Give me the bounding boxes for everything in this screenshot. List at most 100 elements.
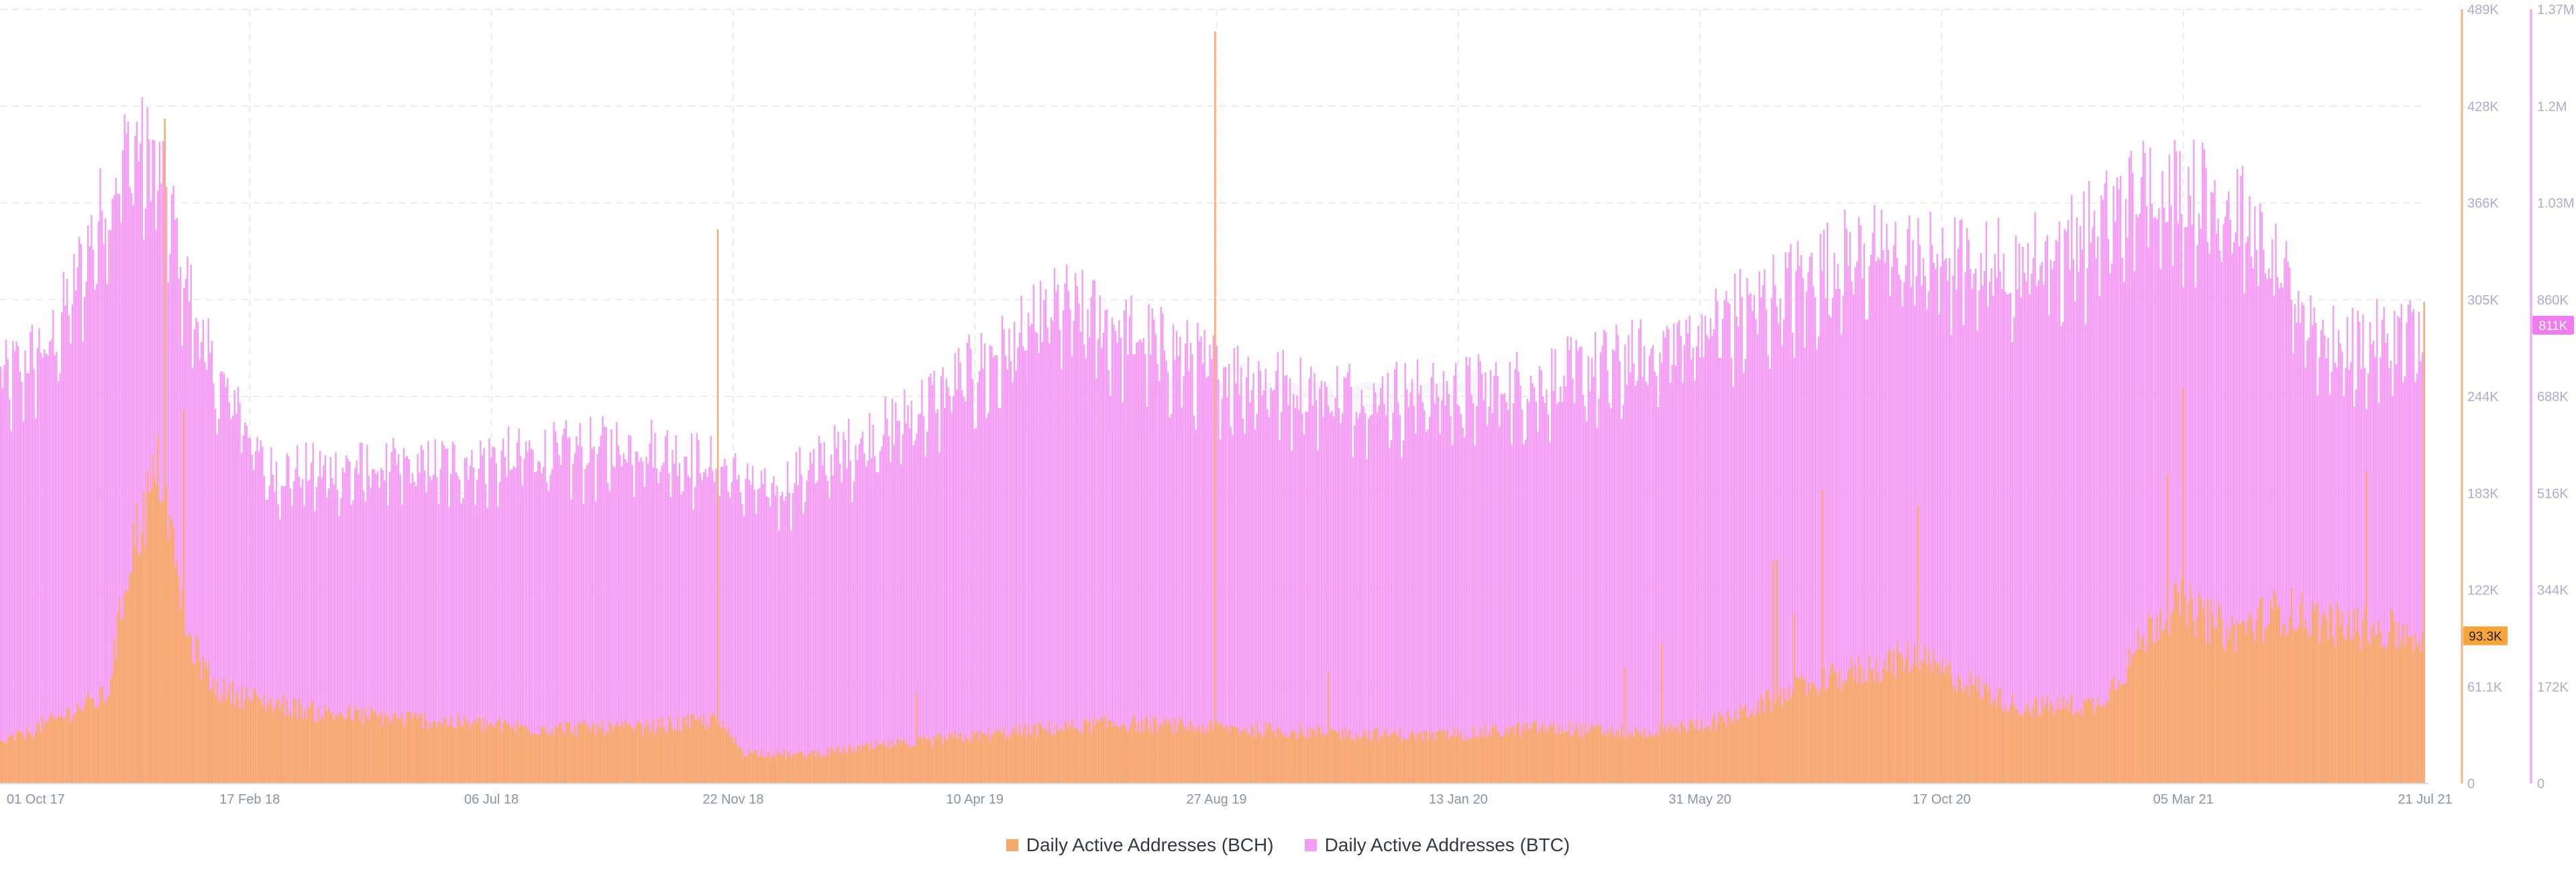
bch-bar	[228, 683, 231, 783]
btc-bar	[759, 488, 761, 783]
bch-bar	[1038, 722, 1040, 783]
bch-bar	[1075, 727, 1077, 783]
btc-bar	[1739, 269, 1741, 783]
btc-bar	[701, 480, 703, 783]
btc-bar	[36, 347, 39, 783]
bch-bar	[2390, 609, 2392, 783]
bch-bar	[371, 710, 374, 783]
bch-bar	[663, 726, 665, 783]
btc-bar	[2053, 261, 2055, 784]
btc-bar	[19, 371, 21, 783]
bch-bar	[764, 756, 766, 783]
btc-bar	[17, 345, 19, 783]
btc-bar	[1537, 431, 1539, 783]
bch-bar	[1233, 726, 1236, 783]
btc-bar	[971, 379, 973, 783]
btc-bar	[2112, 186, 2114, 783]
btc-bar	[213, 383, 215, 783]
btc-bar	[188, 302, 191, 783]
btc-bar	[2229, 219, 2232, 783]
bch-bar	[861, 743, 864, 783]
bch-bar	[1625, 739, 1628, 783]
bch-bar	[1891, 673, 1893, 783]
btc-bar	[699, 473, 702, 783]
btc-bar	[1299, 358, 1301, 783]
bch-bar	[1927, 649, 1930, 783]
btc-bar	[1416, 359, 1419, 783]
btc-bar	[317, 477, 319, 783]
btc-bar	[359, 443, 362, 783]
bch-bar	[718, 725, 720, 783]
bch-bar	[1975, 677, 1977, 783]
btc-bar	[1727, 302, 1729, 783]
btc-bar	[1612, 349, 1614, 783]
btc-bar	[2188, 166, 2190, 784]
btc-bar	[596, 453, 598, 783]
btc-bar	[486, 508, 488, 783]
btc-bar	[1970, 269, 1972, 783]
btc-bar	[1134, 353, 1136, 783]
bch-bar	[472, 720, 475, 783]
bch-bar	[2345, 640, 2347, 783]
bch-bar	[804, 755, 806, 783]
btc-bar	[64, 305, 66, 784]
bch-bar	[654, 734, 656, 783]
bch-bar	[1509, 728, 1511, 783]
bch-bar	[1179, 718, 1181, 783]
bch-bar	[1125, 729, 1127, 783]
btc-bar	[987, 413, 989, 783]
btc-bar	[1666, 326, 1668, 783]
btc-bar	[401, 504, 403, 783]
bch-bar	[2292, 629, 2294, 783]
bch-bar	[2365, 471, 2367, 783]
bch-bar	[502, 722, 504, 783]
btc-bar	[1737, 326, 1739, 783]
btc-bar	[529, 440, 531, 783]
bch-bar	[2233, 624, 2235, 783]
btc-bar	[2228, 191, 2230, 783]
btc-bar	[675, 435, 677, 783]
btc-bar	[166, 186, 168, 783]
btc-bar	[515, 468, 517, 783]
btc-bar	[1010, 361, 1012, 783]
btc-bar	[371, 469, 374, 783]
bch-bar	[2381, 647, 2383, 783]
bch-bar	[1686, 729, 1689, 783]
bch-bar	[1580, 724, 1582, 783]
bch-bar	[1064, 721, 1066, 783]
bch-bar	[1358, 739, 1361, 783]
bch-bar	[2273, 590, 2275, 783]
bch-bar	[1020, 735, 1022, 783]
btc-bar	[303, 506, 305, 783]
bch-bar	[1617, 730, 1619, 783]
btc-bar	[1218, 379, 1220, 783]
btc-bar	[1153, 319, 1155, 783]
bch-bar	[2310, 634, 2312, 783]
bch-bar	[1357, 735, 1359, 783]
bch-bar	[1695, 718, 1698, 783]
bch-bar	[515, 731, 517, 783]
btc-bar	[1805, 291, 1808, 783]
bch-bar	[230, 703, 232, 783]
bch-bar	[520, 724, 522, 783]
btc-bar	[1317, 450, 1319, 783]
btc-bar	[684, 456, 686, 783]
legend-item-bch[interactable]: Daily Active Addresses (BCH)	[1006, 834, 1274, 856]
btc-bar	[425, 492, 427, 783]
btc-bar	[1851, 281, 1853, 783]
btc-bar	[2345, 368, 2347, 783]
btc-bar	[462, 498, 464, 783]
bch-bar	[1804, 677, 1806, 783]
btc-bar	[1346, 372, 1349, 783]
bch-bar	[1425, 731, 1428, 783]
bch-bar	[178, 576, 180, 783]
bch-bar	[1140, 718, 1143, 783]
bch-bar	[354, 706, 356, 783]
bch-bar	[1311, 730, 1314, 783]
legend-item-btc[interactable]: Daily Active Addresses (BTC)	[1304, 834, 1570, 856]
bch-bar	[2001, 708, 2003, 783]
bch-bar	[600, 729, 602, 783]
bch-bar	[2284, 622, 2286, 783]
btc-bar	[682, 491, 684, 783]
btc-bar	[782, 492, 784, 783]
